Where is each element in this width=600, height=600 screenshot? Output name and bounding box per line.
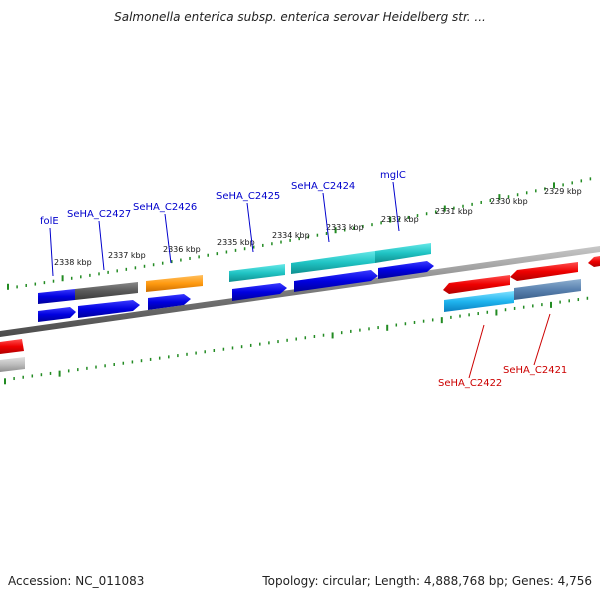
- feature-labels: folE SeHA_C2427 SeHA_C2426 SeHA_C2425 Se…: [40, 170, 567, 389]
- accession-text: Accession: NC_011083: [8, 574, 145, 588]
- gene-label-SeHA_C2424[interactable]: SeHA_C2424: [291, 181, 355, 192]
- gene-label-SeHA_C2422[interactable]: SeHA_C2422: [438, 378, 502, 389]
- gene-label-folE[interactable]: folE: [40, 216, 59, 227]
- forward-feature-row: [38, 243, 431, 304]
- gene-arrow-SeHA_C2427[interactable]: [78, 300, 140, 318]
- map-title: Salmonella enterica subsp. enterica sero…: [114, 10, 486, 24]
- scale-label: 2333 kbp: [326, 223, 364, 232]
- gene-arrow-SeHA_C2424[interactable]: [294, 270, 378, 292]
- gene-arrow-edge-right[interactable]: [588, 256, 600, 267]
- callout-line: [98, 220, 105, 271]
- scale-label: 2332 kbp: [381, 215, 419, 224]
- scale-label: 2337 kbp: [108, 251, 146, 260]
- callout-line: [468, 324, 485, 379]
- callout-line: [164, 213, 172, 264]
- feature-block-folE[interactable]: [38, 289, 75, 304]
- feature-block-SeHA_C2426[interactable]: [146, 275, 203, 292]
- feature-block-SeHA_C2425[interactable]: [229, 264, 285, 282]
- callout-line: [49, 227, 54, 277]
- scale-ticks-outer: [7, 177, 592, 290]
- gene-label-SeHA_C2421[interactable]: SeHA_C2421: [503, 365, 567, 376]
- scale-label: 2338 kbp: [54, 258, 92, 267]
- gene-label-SeHA_C2427[interactable]: SeHA_C2427: [67, 209, 131, 220]
- gene-arrow-SeHA_C2422[interactable]: [443, 275, 510, 294]
- gene-label-mglC[interactable]: mglC: [380, 170, 406, 181]
- scale-label: 2331 kbp: [435, 207, 473, 216]
- gene-arrow-mglC[interactable]: [378, 261, 434, 279]
- forward-gene-row: [38, 261, 434, 322]
- feature-block-SeHA_C2424[interactable]: [291, 251, 375, 274]
- feature-block-SeHA_C2427[interactable]: [75, 282, 138, 300]
- callout-lines: [49, 181, 551, 379]
- gene-arrow-SeHA_C2426[interactable]: [148, 294, 191, 310]
- callout-line: [322, 192, 330, 243]
- scale-label: 2329 kbp: [544, 187, 582, 196]
- genome-backbone: [0, 246, 600, 337]
- feature-block-edge-left[interactable]: [0, 357, 25, 372]
- callout-line: [533, 313, 551, 366]
- feature-block-SeHA_C2421[interactable]: [514, 279, 581, 300]
- genome-summary-text: Topology: circular; Length: 4,888,768 bp…: [262, 574, 592, 588]
- callout-line: [246, 202, 254, 253]
- gene-arrow-SeHA_C2421[interactable]: [510, 262, 578, 281]
- gene-arrow-SeHA_C2425[interactable]: [232, 283, 287, 301]
- scale-label: 2330 kbp: [490, 197, 528, 206]
- reverse-gene-row: [0, 256, 600, 354]
- scale-label: 2335 kbp: [217, 238, 255, 247]
- gene-label-SeHA_C2425[interactable]: SeHA_C2425: [216, 191, 280, 202]
- gene-arrow-edge-left[interactable]: [0, 339, 24, 354]
- gene-label-SeHA_C2426[interactable]: SeHA_C2426: [133, 202, 197, 213]
- scale-label: 2334 kbp: [272, 231, 310, 240]
- feature-block-mglC[interactable]: [375, 243, 431, 263]
- feature-block-SeHA_C2422[interactable]: [444, 291, 514, 312]
- scale-ticks-inner: [4, 296, 589, 385]
- scale-label: 2336 kbp: [163, 245, 201, 254]
- callout-line: [392, 181, 400, 232]
- gene-arrow-folE[interactable]: [38, 307, 76, 322]
- reverse-feature-row: [0, 279, 581, 372]
